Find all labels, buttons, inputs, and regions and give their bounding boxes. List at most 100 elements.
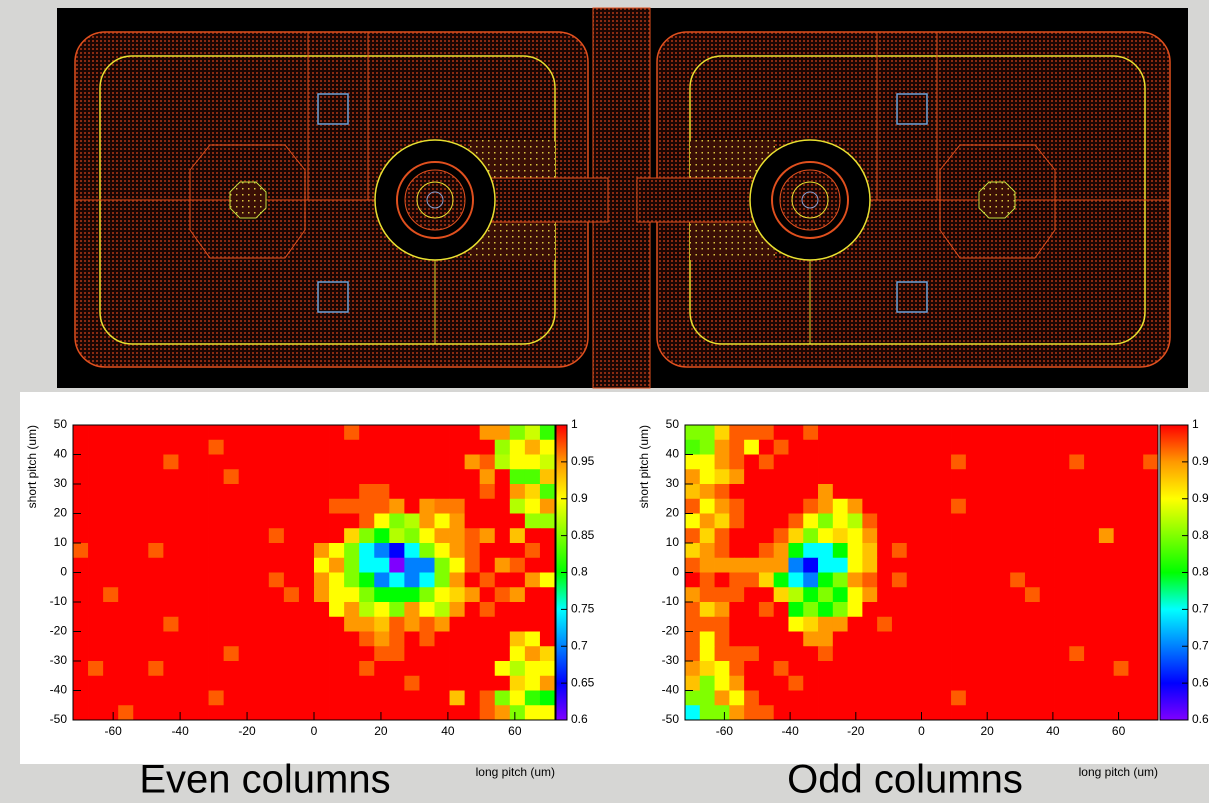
- heatmap-cell: [194, 425, 209, 440]
- heatmap-cell: [269, 646, 284, 661]
- heatmap-cell: [404, 499, 419, 514]
- heatmap-cell: [729, 499, 744, 514]
- heatmap-cell: [495, 440, 510, 455]
- heatmap-cell: [700, 646, 715, 661]
- heatmap-cell: [774, 617, 789, 632]
- heatmap-cell: [480, 661, 495, 676]
- heatmap-cell: [1025, 587, 1040, 602]
- heatmap-cell: [877, 691, 892, 706]
- heatmap-cell: [495, 499, 510, 514]
- heatmap-cell: [88, 587, 103, 602]
- heatmap-cell: [1025, 558, 1040, 573]
- heatmap-cell: [951, 455, 966, 470]
- x-tick-label: 0: [918, 724, 925, 738]
- heatmap-cell: [715, 440, 730, 455]
- heatmap-cell: [450, 455, 465, 470]
- heatmap-cell: [1128, 528, 1143, 543]
- heatmap-cell: [1143, 632, 1158, 647]
- heatmap-cell: [209, 425, 224, 440]
- heatmap-cell: [1055, 543, 1070, 558]
- heatmap-cell: [103, 528, 118, 543]
- heatmap-cell: [209, 617, 224, 632]
- heatmap-cell: [540, 425, 555, 440]
- heatmap-cell: [314, 587, 329, 602]
- heatmap-cell: [951, 632, 966, 647]
- heatmap-cell: [715, 632, 730, 647]
- heatmap-cell: [922, 573, 937, 588]
- colorbar-tick-label: 0.65: [571, 675, 595, 689]
- heatmap-cell: [133, 528, 148, 543]
- heatmap-cell: [774, 543, 789, 558]
- heatmap-cell: [1114, 617, 1129, 632]
- heatmap-cell: [450, 484, 465, 499]
- heatmap-cell: [788, 440, 803, 455]
- heatmap-cell: [103, 558, 118, 573]
- heatmap-cell: [848, 440, 863, 455]
- heatmap-cell: [833, 676, 848, 691]
- heatmap-cell: [194, 617, 209, 632]
- heatmap-cell: [374, 558, 389, 573]
- heatmap-cell: [892, 617, 907, 632]
- heatmap-cell: [1114, 676, 1129, 691]
- heatmap-cell: [359, 425, 374, 440]
- heatmap-cell: [1143, 617, 1158, 632]
- heatmap-cell: [1099, 455, 1114, 470]
- heatmap-cell: [344, 617, 359, 632]
- heatmap-cell: [1114, 484, 1129, 499]
- heatmap-cell: [803, 602, 818, 617]
- heatmap-cell: [480, 705, 495, 720]
- heatmap-cell: [788, 705, 803, 720]
- heatmap-cell: [480, 484, 495, 499]
- heatmap-cell: [774, 469, 789, 484]
- heatmap-cell: [1099, 617, 1114, 632]
- heatmap-cell: [715, 499, 730, 514]
- heatmap-cell: [510, 543, 525, 558]
- heatmap-cell: [1114, 514, 1129, 529]
- heatmap-cell: [419, 691, 434, 706]
- heatmap-cell: [1040, 469, 1055, 484]
- heatmap-cell: [936, 646, 951, 661]
- heatmap-cell: [209, 469, 224, 484]
- heatmap-cell: [951, 705, 966, 720]
- heatmap-cell: [133, 646, 148, 661]
- heatmap-cell: [833, 602, 848, 617]
- heatmap-cell: [224, 602, 239, 617]
- heatmap-cell: [700, 484, 715, 499]
- heatmap-cell: [1025, 691, 1040, 706]
- heatmap-cell: [744, 455, 759, 470]
- heatmap-cell: [344, 661, 359, 676]
- heatmap-cell: [133, 425, 148, 440]
- heatmap-cell: [118, 587, 133, 602]
- heatmap-cell: [103, 632, 118, 647]
- heatmap-cell: [284, 676, 299, 691]
- heatmap-cell: [404, 646, 419, 661]
- heatmap-cell: [1040, 514, 1055, 529]
- heatmap-cell: [73, 455, 88, 470]
- heatmap-cell: [254, 455, 269, 470]
- y-tick-label: 0: [672, 565, 679, 579]
- heatmap-cell: [148, 425, 163, 440]
- heatmap-cell: [1055, 705, 1070, 720]
- heatmap-cell: [148, 632, 163, 647]
- heatmap-cell: [818, 705, 833, 720]
- heatmap-cell: [359, 646, 374, 661]
- slide: -60-40-200204060-50-40-30-20-10010203040…: [0, 0, 1209, 803]
- heatmap-cell: [419, 499, 434, 514]
- heatmap-cell: [118, 499, 133, 514]
- heatmap-cell: [715, 602, 730, 617]
- heatmap-cell: [239, 705, 254, 720]
- heatmap-cell: [239, 646, 254, 661]
- heatmap-cell: [88, 617, 103, 632]
- heatmap-cell: [465, 691, 480, 706]
- y-axis-title: short pitch (um): [25, 425, 39, 508]
- heatmap-cell: [981, 558, 996, 573]
- heatmap-cell: [700, 558, 715, 573]
- heatmap-cell: [818, 691, 833, 706]
- heatmap-cell: [744, 558, 759, 573]
- heatmap-cell: [818, 543, 833, 558]
- heatmap-cell: [700, 499, 715, 514]
- heatmap-cell: [419, 455, 434, 470]
- colorbar-tick-label: 1: [1192, 417, 1199, 431]
- heatmap-cell: [510, 646, 525, 661]
- heatmap-cell: [404, 455, 419, 470]
